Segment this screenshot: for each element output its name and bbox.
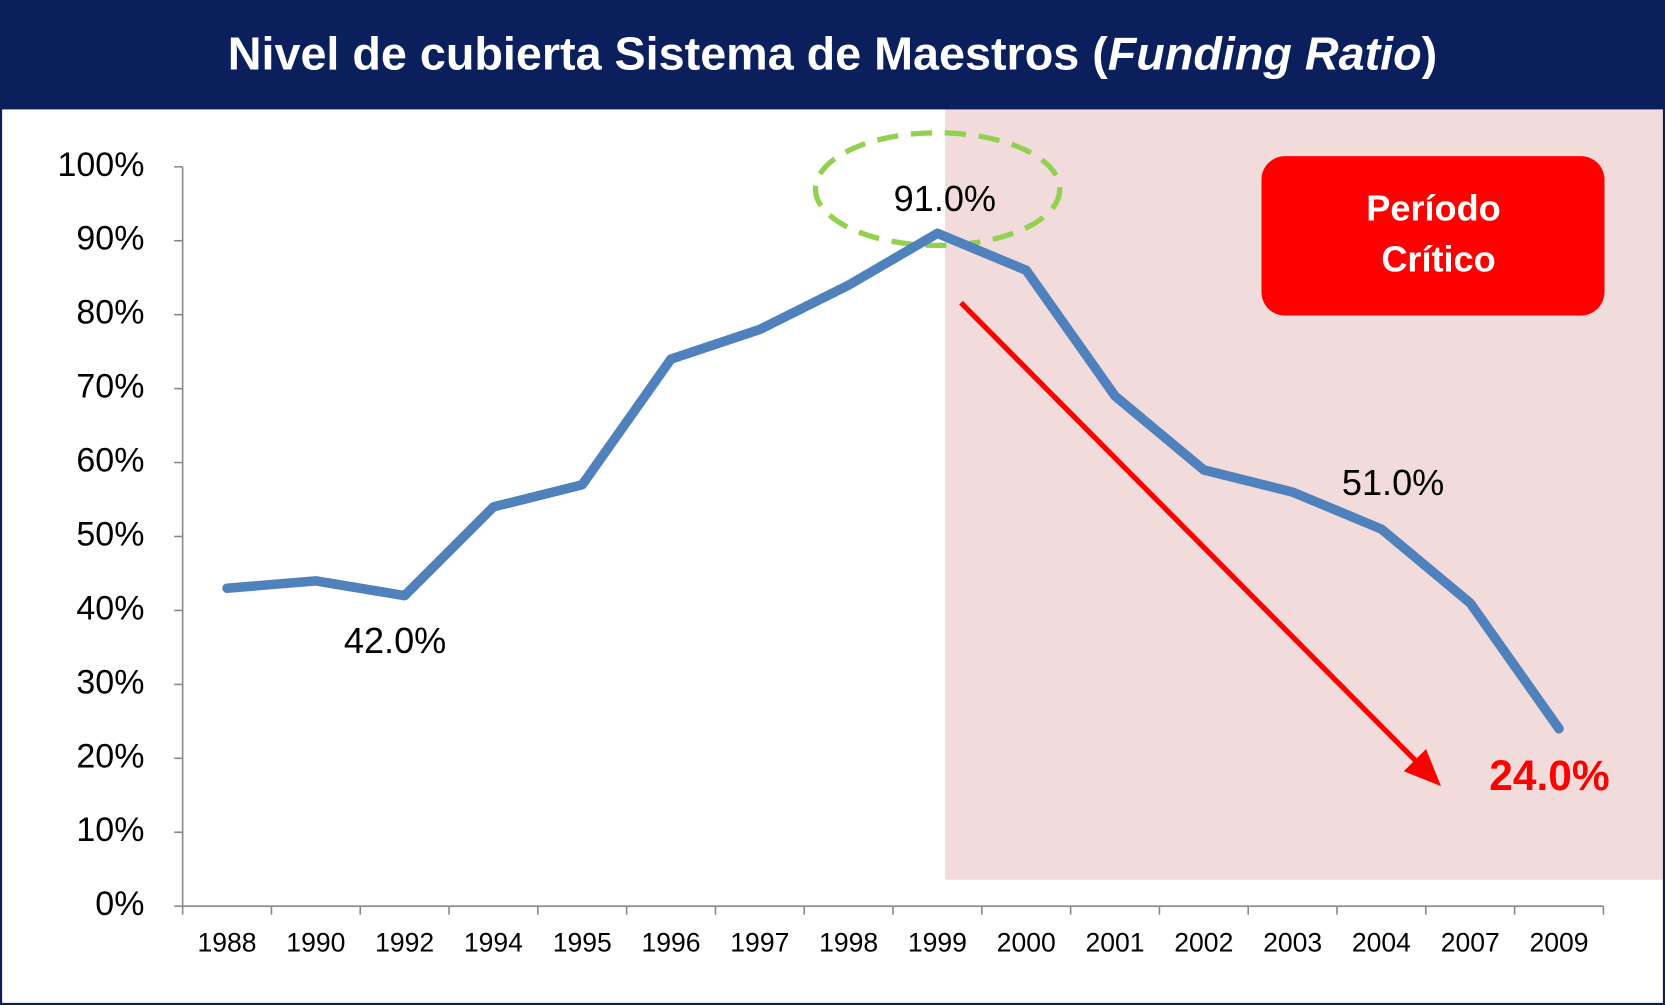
y-tick-label: 80% <box>76 294 144 332</box>
y-tick-label: 0% <box>95 885 144 923</box>
x-tick-label: 1995 <box>553 927 612 957</box>
y-tick-label: 20% <box>76 737 144 775</box>
y-tick-label: 90% <box>76 220 144 258</box>
annotation-box <box>1261 156 1605 316</box>
data-label: 24.0% <box>1489 753 1609 800</box>
x-tick-label: 1999 <box>908 927 967 957</box>
x-tick-label: 2009 <box>1529 927 1588 957</box>
y-tick-label: 40% <box>76 589 144 627</box>
highlight-ellipse <box>812 130 1063 249</box>
y-tick-label: 70% <box>76 368 144 406</box>
y-tick-label: 10% <box>76 811 144 849</box>
chart-title: Nivel de cubierta Sistema de Maestros (F… <box>228 28 1437 80</box>
y-tick-label: 50% <box>76 515 144 553</box>
data-label: 91.0% <box>894 178 996 219</box>
data-label: 42.0% <box>344 620 446 661</box>
line-series <box>222 228 1564 734</box>
annotation: Período Crítico <box>1366 187 1500 279</box>
x-tick-label: 1992 <box>375 927 434 957</box>
y-tick-label: 60% <box>76 442 144 480</box>
x-tick-label: 1988 <box>198 927 257 957</box>
data-label: 51.0% <box>1342 462 1444 503</box>
header <box>0 0 1665 110</box>
x-tick-label: 1998 <box>819 927 878 957</box>
x-tick-label: 2004 <box>1352 927 1411 957</box>
x-tick-label: 1996 <box>642 927 701 957</box>
x-tick-label: 2001 <box>1085 927 1144 957</box>
arrow-head <box>1403 748 1441 787</box>
x-tick-label: 2003 <box>1263 927 1322 957</box>
trend-arrow <box>959 300 1431 776</box>
x-tick-label: 1994 <box>464 927 523 957</box>
y-tick-label: 100% <box>58 146 145 184</box>
x-tick-label: 1990 <box>286 927 345 957</box>
x-tick-label: 2007 <box>1441 927 1500 957</box>
x-tick-label: 2002 <box>1174 927 1233 957</box>
y-tick-label: 30% <box>76 663 144 701</box>
x-tick-label: 2000 <box>997 927 1056 957</box>
x-tick-label: 1997 <box>730 927 789 957</box>
